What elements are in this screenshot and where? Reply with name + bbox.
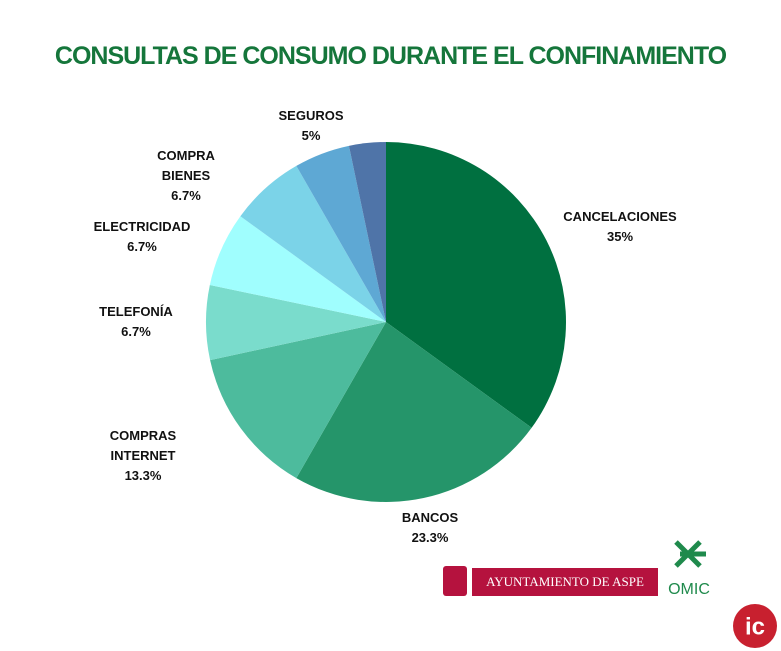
value-label: 35% — [606, 229, 634, 244]
pie-slice — [210, 322, 386, 479]
category-label: COMPRA BIENES — [157, 148, 215, 183]
slice-label: CANCELACIONES 35% — [560, 207, 680, 247]
pie-slice — [296, 322, 532, 502]
category-label: ELECTRICIDAD — [93, 219, 191, 234]
svg-text:ic: ic — [745, 613, 765, 640]
omic-name: OMIC — [668, 581, 710, 598]
slice-label: COMPRAS INTERNET 13.3% — [103, 426, 183, 486]
category-label: TELEFONÍA — [99, 304, 173, 319]
council-logo: AYUNTAMIENTO DE ASPE — [443, 566, 658, 596]
chart-title: CONSULTAS DE CONSUMO DURANTE EL CONFINAM… — [54, 42, 727, 70]
pie-slice — [386, 142, 566, 428]
value-label: 6.7% — [121, 324, 151, 339]
value-label: 5% — [301, 128, 321, 143]
pie-slice — [348, 142, 386, 322]
value-label: 6.7% — [171, 188, 201, 203]
value-label: 23.3% — [411, 530, 449, 545]
pie-slice — [209, 216, 386, 322]
omic-logo: OMIC — [668, 540, 710, 598]
slice-label: ELECTRICIDAD 6.7% — [82, 217, 202, 257]
category-label: SEGUROS — [278, 108, 344, 123]
slice-label: TELEFONÍA 6.7% — [76, 302, 196, 342]
ic-badge: ic — [733, 604, 777, 648]
pie-slice — [240, 165, 386, 322]
pie-slice — [296, 145, 386, 322]
category-label: BANCOS — [401, 510, 459, 525]
slice-label: SEGUROS 5% — [251, 106, 371, 146]
value-label: 13.3% — [124, 468, 162, 483]
value-label: 6.7% — [127, 239, 157, 254]
council-name: AYUNTAMIENTO DE ASPE — [486, 574, 644, 589]
pie-slice — [206, 284, 386, 361]
slice-label: COMPRA BIENES 6.7% — [146, 146, 226, 206]
category-label: COMPRAS INTERNET — [109, 428, 177, 463]
slice-label: BANCOS 23.3% — [370, 508, 490, 548]
category-label: CANCELACIONES — [563, 209, 677, 224]
